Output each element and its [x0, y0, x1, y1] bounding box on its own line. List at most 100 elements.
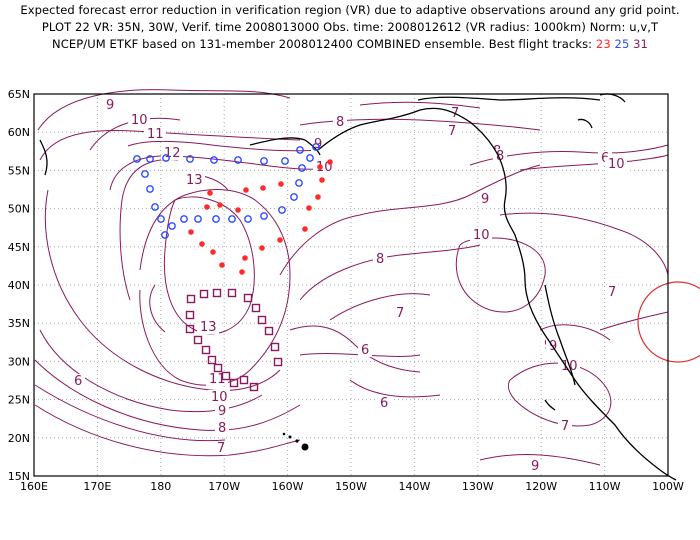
- track-23-point: [235, 207, 241, 213]
- track-31-point: [207, 355, 217, 365]
- contour-label: 10: [211, 390, 228, 405]
- title-line-3-prefix: NCEP/UM ETKF based on 131-member 2008012…: [52, 37, 596, 51]
- track-25-point: [228, 215, 236, 223]
- contour-label: 9: [481, 192, 489, 207]
- track-25-point: [146, 155, 154, 163]
- lat-tick-label: 30N: [8, 355, 30, 368]
- track-23-point: [327, 159, 333, 165]
- track-25-point: [312, 143, 320, 151]
- baja-coast: [544, 284, 576, 386]
- coastlines: [39, 93, 677, 481]
- contour-lines: [34, 89, 669, 466]
- track-25-point: [194, 215, 202, 223]
- contour-13-lower: [149, 284, 166, 333]
- lat-tick-label: 20N: [8, 432, 30, 445]
- arctic-island-2: [599, 93, 626, 103]
- contour-label: 7: [217, 441, 225, 456]
- contour-9-west: [44, 189, 281, 392]
- lon-tick-label: 130W: [462, 480, 494, 493]
- lat-tick-label: 55N: [8, 164, 30, 177]
- track-25-point: [296, 146, 304, 154]
- track-31-point: [239, 375, 249, 385]
- track-31-point: [185, 324, 195, 334]
- contour-6-north: [359, 101, 481, 109]
- track-23-point: [210, 249, 216, 255]
- contour-label-bg: [393, 306, 407, 320]
- contour-9-east: [539, 324, 611, 341]
- contour-label-bg: [183, 173, 205, 187]
- contour-label: 8: [218, 421, 226, 436]
- cape-marker: [544, 399, 556, 411]
- lon-tick-label: 160E: [20, 480, 48, 493]
- contour-label-bg: [605, 157, 627, 171]
- track-23-point: [204, 204, 210, 210]
- contour-11-west: [119, 159, 179, 301]
- contour-6-mid: [349, 379, 441, 398]
- track-25-point: [151, 203, 159, 211]
- track-31-point: [270, 342, 280, 352]
- track-31-point: [221, 371, 231, 381]
- track-25-point: [210, 156, 218, 164]
- contour-inner: [163, 196, 255, 335]
- hawaii-island-big: [301, 443, 309, 451]
- track-25-point: [141, 170, 149, 178]
- hawaii-island-kauai: [282, 432, 286, 436]
- track-25-point: [295, 179, 303, 187]
- contour-label-bg: [103, 98, 117, 112]
- contour-label: 7: [448, 124, 456, 139]
- title-line-3: NCEP/UM ETKF based on 131-member 2008012…: [0, 37, 700, 51]
- lat-tick-label: 15N: [8, 470, 30, 483]
- track-25-point: [244, 215, 252, 223]
- track-25-point: [133, 155, 141, 163]
- flight-tracks: [133, 143, 333, 392]
- north-america-coast: [317, 107, 677, 481]
- contour-label: 10: [131, 113, 148, 128]
- track-25-point: [146, 185, 154, 193]
- track-23-point: [302, 226, 308, 232]
- contour-label: 9: [531, 459, 539, 474]
- kamchatka-coast: [39, 139, 48, 176]
- lon-tick-label: 170W: [208, 480, 240, 493]
- lon-tick-label: 170E: [83, 480, 111, 493]
- contour-label-bg: [605, 285, 619, 299]
- track-25-point: [278, 206, 286, 214]
- map-frame: [33, 93, 669, 477]
- contour-label: 13: [186, 173, 203, 188]
- track-25-point: [161, 231, 169, 239]
- track-23-point: [243, 187, 249, 193]
- contour-label-bg: [373, 252, 387, 266]
- contour-label-bg: [144, 127, 166, 141]
- lon-tick-label: 160W: [272, 480, 304, 493]
- contour-label: 9: [218, 404, 226, 419]
- contour-6-east: [599, 311, 669, 331]
- contour-9-mid: [279, 164, 541, 276]
- track-25-point: [162, 154, 170, 162]
- hawaii-island-oahu: [288, 435, 292, 439]
- track-23-point: [260, 185, 266, 191]
- contour-label-bg: [161, 146, 183, 160]
- track-25-point: [290, 193, 298, 201]
- track-23-label: 23: [595, 37, 611, 51]
- contour-label-bg: [71, 374, 85, 388]
- contour-label: 10: [473, 228, 490, 243]
- track-31-point: [213, 363, 223, 373]
- contour-label: 10: [608, 157, 625, 172]
- track-23-point: [259, 245, 265, 251]
- contour-11: [127, 140, 319, 152]
- contour-label: 12: [164, 146, 181, 161]
- verification-region-circle: [637, 281, 700, 363]
- lat-tick-label: 60N: [8, 126, 30, 139]
- track-23-point: [319, 177, 325, 183]
- track-31-point: [193, 335, 203, 345]
- contour-label: 13: [200, 320, 217, 335]
- track-23-point: [239, 269, 245, 275]
- contour-label-bg: [215, 421, 229, 435]
- track-25-point: [281, 157, 289, 165]
- track-31-point: [212, 288, 222, 298]
- contour-10-south: [39, 329, 263, 413]
- track-25-point: [298, 164, 306, 172]
- contour-label: 7: [396, 306, 404, 321]
- track-25-label: 25: [614, 37, 630, 51]
- track-25-point: [180, 215, 188, 223]
